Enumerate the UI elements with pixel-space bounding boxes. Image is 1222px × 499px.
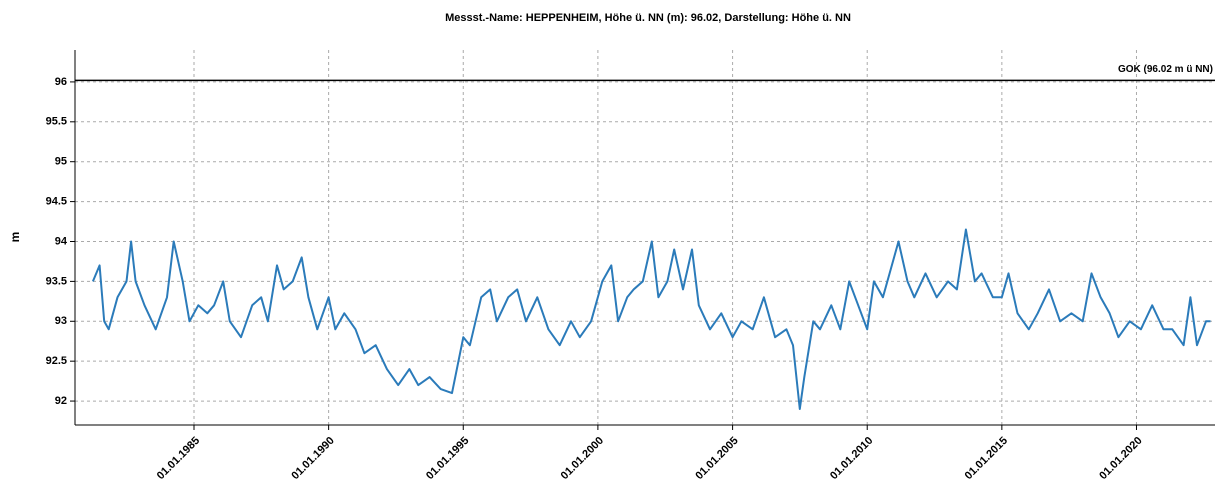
y-tick-label: 94	[55, 235, 68, 247]
x-tick-label: 01.01.1985	[155, 435, 202, 482]
chart-title: Messst.-Name: HEPPENHEIM, Höhe ü. NN (m)…	[445, 12, 851, 24]
x-tick-label: 01.01.1995	[424, 435, 471, 482]
y-tick-label: 96	[55, 76, 67, 88]
y-tick-label: 94.5	[46, 196, 67, 208]
x-tick-label: 01.01.1990	[289, 435, 336, 482]
y-tick-label: 93.5	[46, 275, 67, 287]
x-tick-label: 01.01.2005	[693, 435, 740, 482]
x-tick-label: 01.01.2000	[559, 435, 606, 482]
x-tick-label: 01.01.2020	[1097, 435, 1144, 482]
y-tick-label: 92	[55, 395, 67, 407]
y-tick-label: 93	[55, 315, 67, 327]
data-line	[91, 228, 1211, 410]
x-tick-label: 01.01.2010	[828, 435, 875, 482]
x-tick-label: 01.01.2015	[963, 435, 1010, 482]
reference-label: GOK (96.02 m ü NN)	[1118, 64, 1213, 75]
y-tick-label: 95	[55, 156, 67, 168]
y-tick-label: 92.5	[46, 355, 67, 367]
y-axis-label: m	[8, 232, 22, 243]
y-tick-label: 95.5	[46, 116, 67, 128]
